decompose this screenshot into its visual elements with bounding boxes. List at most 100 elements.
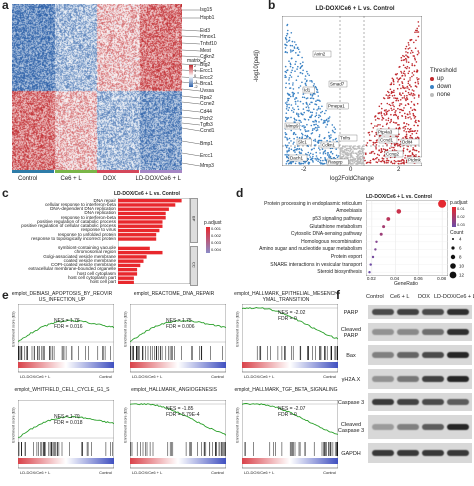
- volcano-point: [350, 155, 353, 158]
- volcano-point: [331, 129, 334, 132]
- volcano-point: [354, 147, 356, 150]
- volcano-point: [285, 145, 287, 147]
- volcano-point: [363, 145, 365, 147]
- volcano-point: [294, 146, 296, 149]
- volcano-point: [303, 111, 305, 114]
- volcano-point: [351, 156, 354, 158]
- volcano-point: [349, 149, 352, 152]
- volcano-point: [329, 140, 331, 143]
- western-column-label: DOX: [418, 294, 430, 300]
- volcano-point: [415, 39, 417, 42]
- volcano-xticks: -2 0 2: [282, 167, 422, 174]
- volcano-point: [403, 130, 405, 132]
- volcano-point: [397, 79, 400, 81]
- volcano-point: [328, 154, 331, 156]
- volcano-point: [294, 70, 296, 72]
- volcano-point: [404, 115, 407, 118]
- volcano-point: [369, 162, 372, 164]
- heatmap-gene-ticks: [182, 9, 201, 167]
- western-band: [422, 329, 444, 335]
- volcano-point: [319, 100, 321, 102]
- volcano-point: [376, 156, 378, 159]
- volcano-point: [301, 96, 304, 98]
- volcano-point: [320, 111, 322, 114]
- volcano-point: [310, 132, 313, 135]
- volcano-point: [286, 92, 289, 95]
- volcano-point: [288, 82, 290, 85]
- volcano-point: [346, 151, 348, 154]
- volcano-point: [404, 117, 407, 119]
- western-band: [372, 352, 394, 358]
- volcano-point: [415, 29, 417, 32]
- volcano-point: [284, 37, 287, 39]
- volcano-point: [327, 131, 330, 134]
- volcano-point: [299, 66, 302, 69]
- volcano-point: [319, 108, 321, 110]
- volcano-point: [372, 127, 375, 129]
- volcano-point: [418, 78, 420, 80]
- gsea-plot-title: emplot_HALLMARK_TGF_BETA_SIGNALING: [234, 387, 338, 393]
- volcano-point: [322, 151, 325, 153]
- volcano-point: [411, 137, 414, 139]
- volcano-point: [395, 122, 398, 124]
- volcano-point: [416, 71, 419, 73]
- volcano-point: [391, 146, 393, 149]
- volcano-point: [403, 70, 406, 73]
- go-bar-group-label: CC: [191, 261, 197, 268]
- volcano-point: [334, 131, 336, 134]
- volcano-point: [304, 130, 307, 133]
- kegg-dot-category-label: Amino sugar and nucleotide sugar metabol…: [259, 246, 362, 253]
- volcano-point: [366, 142, 369, 144]
- volcano-label-box: [288, 154, 308, 162]
- heatmap-gene-tick: [182, 122, 201, 126]
- volcano-point: [406, 94, 408, 97]
- volcano-point: [402, 54, 404, 57]
- volcano-point: [403, 126, 405, 128]
- volcano-point: [415, 137, 417, 139]
- volcano-point: [370, 151, 373, 153]
- volcano-point: [387, 117, 390, 120]
- volcano-point: [348, 147, 350, 150]
- go-bar-legend-tick: 0.004: [211, 247, 222, 252]
- volcano-point: [400, 94, 402, 96]
- volcano-point: [394, 113, 396, 116]
- volcano-point: [305, 101, 308, 104]
- volcano-point: [411, 75, 413, 78]
- volcano-point: [292, 133, 295, 135]
- volcano-point: [352, 152, 355, 154]
- volcano-point: [336, 140, 338, 143]
- volcano-point: [291, 57, 293, 59]
- volcano-point: [389, 147, 391, 149]
- western-band: [372, 329, 394, 335]
- volcano-point: [406, 137, 408, 140]
- volcano-point: [392, 79, 395, 82]
- volcano-point: [393, 143, 396, 145]
- volcano-point: [398, 144, 400, 147]
- volcano-point: [290, 51, 292, 53]
- volcano-point: [375, 157, 377, 160]
- volcano-point: [288, 149, 290, 152]
- volcano-label-box: [302, 86, 315, 94]
- kegg-dot-xtick: 0.06: [413, 276, 423, 281]
- volcano-point: [286, 24, 288, 27]
- kegg-dot-category-label: Steroid biosynthesis: [317, 269, 362, 276]
- heatmap-group-segment: [12, 170, 54, 173]
- volcano-point: [360, 158, 362, 160]
- volcano-point: [353, 158, 355, 160]
- volcano-point: [383, 109, 386, 112]
- western-band: [372, 424, 394, 430]
- gsea-rank-bar: [242, 362, 338, 368]
- volcano-point: [414, 57, 416, 59]
- heatmap-gene-label: Ercc2: [200, 75, 213, 81]
- volcano-point: [393, 108, 395, 111]
- volcano-point: [357, 158, 359, 161]
- go-bar-group-label: BP: [191, 216, 197, 222]
- western-band: [397, 352, 419, 358]
- western-band: [372, 309, 394, 315]
- kegg-dot-legend-gradient: [452, 207, 456, 227]
- volcano-point: [345, 147, 348, 150]
- gsea-plot: emplot_DEBIASI_APOPTOSIS_BY_REOVIRUS_INF…: [10, 291, 114, 384]
- volcano-label-box: [376, 128, 399, 136]
- volcano-point: [376, 153, 379, 156]
- gsea-plot-svg: [18, 304, 114, 373]
